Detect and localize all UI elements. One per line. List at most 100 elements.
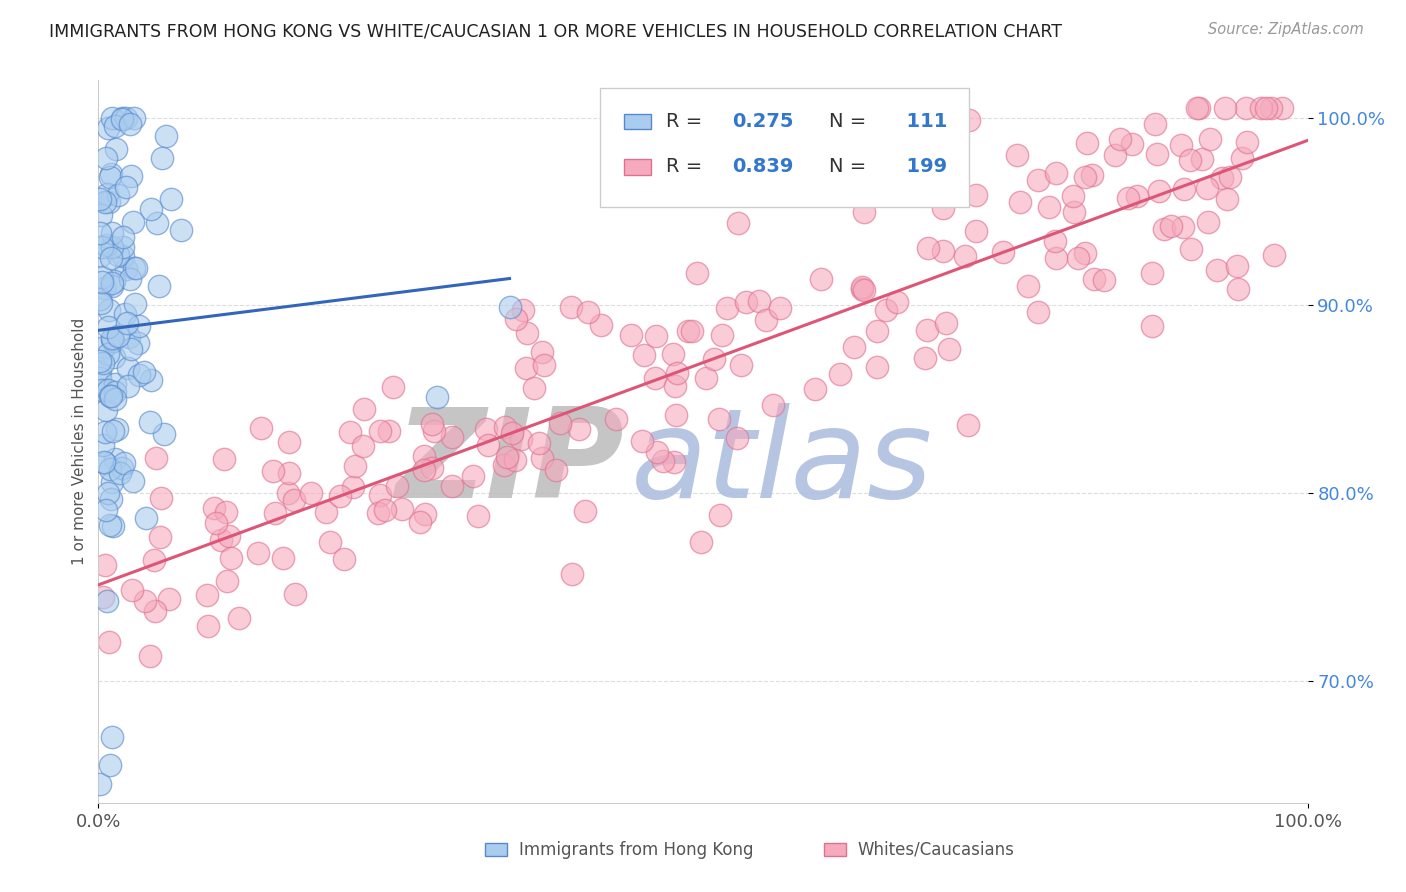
Point [89,226,111,240]
Point [149,530,172,544]
Point [195,588,218,602]
Point [413,463,436,477]
Point [103,274,125,288]
Point [420,461,443,475]
Point [1140,319,1163,334]
Point [686,266,709,280]
Point [104,142,127,156]
Point [1076,136,1098,150]
FancyBboxPatch shape [485,843,508,856]
Point [101,330,124,344]
Point [117,379,139,393]
Point [1074,246,1097,260]
Point [122,474,145,488]
Point [510,432,533,446]
Point [157,592,180,607]
Point [991,244,1014,259]
Point [319,535,342,549]
Point [1263,248,1285,262]
Point [505,312,527,326]
Point [1211,170,1233,185]
Point [115,111,138,125]
Point [111,112,134,126]
Point [94,402,117,417]
Point [1188,102,1211,116]
Point [107,248,129,262]
Point [953,249,976,263]
Point [250,421,273,435]
Point [385,479,408,493]
Point [101,424,124,438]
Point [426,390,449,404]
Point [440,479,463,493]
Point [221,551,243,566]
Point [212,452,235,467]
Point [98,389,121,403]
Point [931,244,953,259]
Point [494,458,516,472]
Point [931,201,953,215]
Point [620,327,643,342]
Text: 0.839: 0.839 [733,158,793,177]
Point [1147,184,1170,198]
Point [160,192,183,206]
Point [725,431,748,445]
Point [329,489,352,503]
Point [1017,279,1039,293]
Text: 199: 199 [893,158,948,177]
Point [647,445,669,459]
Point [1007,148,1029,162]
Point [342,480,364,494]
Text: Whites/Caucasians: Whites/Caucasians [858,841,1015,859]
Point [461,468,484,483]
Point [914,351,936,366]
Point [917,241,939,255]
Point [209,533,232,547]
Point [93,281,115,295]
Point [851,280,873,294]
Point [148,278,170,293]
Point [89,354,111,368]
Point [104,119,127,133]
Point [810,271,832,285]
Point [475,422,498,436]
Point [100,251,122,265]
Point [97,486,120,500]
Point [218,529,240,543]
Point [98,758,121,772]
Point [89,371,111,385]
Point [97,121,120,136]
Point [935,316,957,330]
Point [748,293,770,308]
Point [264,506,287,520]
Point [93,590,115,604]
Point [117,330,139,344]
Point [515,361,537,376]
Point [842,341,865,355]
Point [101,226,124,240]
Point [115,316,138,330]
Point [112,240,135,254]
Point [1146,146,1168,161]
Point [124,297,146,311]
Point [127,336,149,351]
Point [1153,221,1175,235]
Point [101,518,124,533]
Point [707,412,730,426]
Point [1256,102,1278,116]
Point [762,398,785,412]
Point [97,347,120,361]
Point [101,334,124,348]
Point [93,437,115,451]
Point [703,352,725,367]
Point [132,365,155,379]
Point [709,508,731,523]
Point [412,449,434,463]
Point [664,455,686,469]
Point [93,455,115,469]
Point [138,649,160,664]
Point [1104,147,1126,161]
Point [339,425,361,439]
Point [498,300,520,314]
Point [278,467,301,481]
